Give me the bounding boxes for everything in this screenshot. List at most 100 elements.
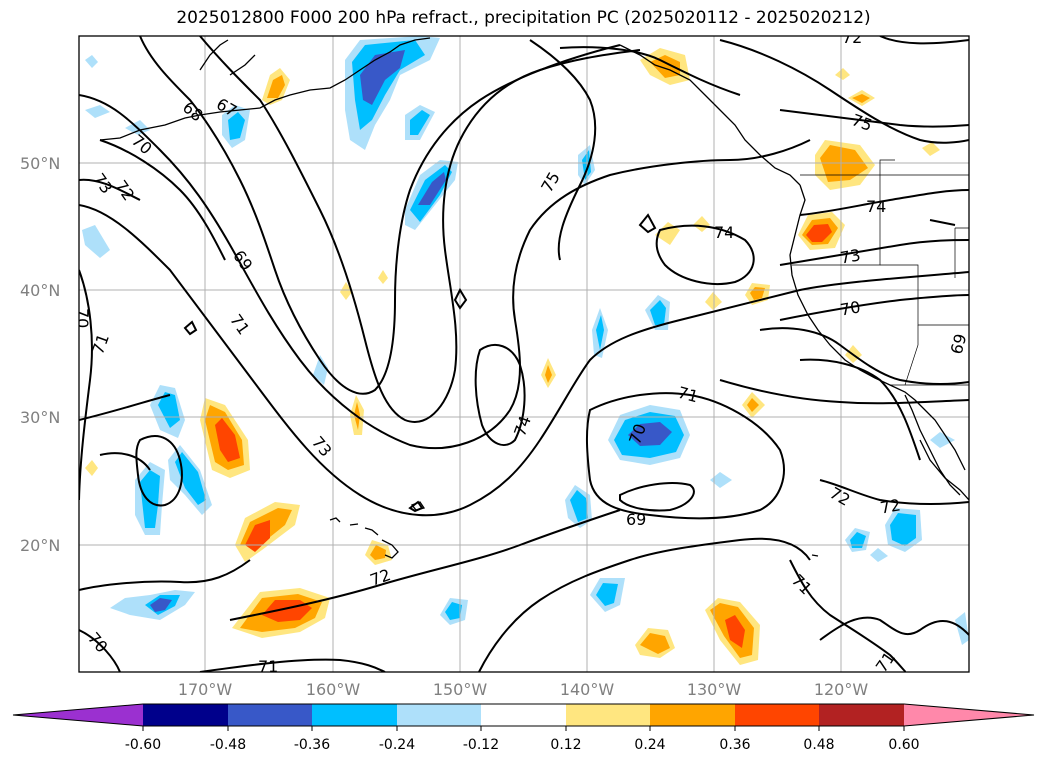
contour-line [79,204,969,517]
contour-label: 71 [676,383,701,407]
shaded-area-negative [82,225,110,258]
refractivity-contours [79,36,969,672]
contour-label: 71 [258,657,278,676]
contour-line [79,94,811,450]
coastline-alaska [99,37,431,141]
shaded-area-negative [418,172,446,205]
contour-line [79,269,93,501]
shaded-area-positive [370,545,386,560]
shaded-area-positive [806,224,832,242]
contour-line [789,559,907,672]
lat-label-40: 40°N [20,281,60,300]
contour-line [199,36,641,423]
shaded-area-positive [267,75,285,98]
shaded-area-negative [445,602,462,620]
contour-line [139,36,621,395]
lon-label-150: 150°W [433,680,488,699]
shaded-area-positive [725,615,745,648]
colorbar-tick-marks [142,726,905,731]
colorbar-segment [481,704,566,726]
shaded-area-positive [922,142,940,156]
shaded-area-negative [890,513,916,546]
colorbar-segment [735,704,819,726]
coastline-mexico [919,439,969,501]
contour-line [799,189,969,216]
shaded-area-negative [410,110,430,135]
shaded-area-positive [693,216,710,232]
colorbar-segment [650,704,735,726]
colorbar-tick-label: 0.60 [888,737,919,753]
colorbar-extend-min [13,704,143,726]
map-background [79,36,969,672]
shaded-area-positive [215,418,240,462]
colorbar-tick-label: -0.12 [463,737,499,753]
shaded-area-positive [747,398,759,412]
lon-label-140: 140°W [560,680,615,699]
contour-line [719,39,969,144]
shaded-area-negative [150,598,172,612]
contour-line [819,479,969,506]
shaded-area-negative [870,548,888,562]
contour-line [719,379,969,405]
shaded-area-negative [85,55,98,68]
shaded-area-negative [650,300,666,325]
shaded-area-negative [850,532,866,548]
colorbar-tick-label: 0.12 [550,737,581,753]
contour-label: 69 [626,510,646,529]
shaded-area-negative [710,472,732,488]
contour-line [779,294,969,321]
border-state-nv [880,264,969,326]
lat-label-30: 30°N [20,408,60,427]
colorbar-tick-label: -0.48 [210,737,246,753]
colorbar-tick-label: -0.24 [379,737,415,753]
contour-label: 73 [839,245,862,267]
contour-label: 72 [879,495,902,517]
shaded-area-negative [228,112,245,140]
lon-label-120: 120°W [814,680,869,699]
contour-line [478,537,811,672]
contour-label: 74 [866,197,886,216]
map-title: 2025012800 F000 200 hPa refract., precip… [176,8,871,28]
shaded-area-negative [628,422,672,446]
contour-line [99,139,226,261]
contour-line [585,392,785,520]
shaded-area-positive [835,68,850,80]
contour-line [183,320,198,336]
lon-label-170: 170°W [178,680,233,699]
shaded-area-negative [930,432,955,448]
contour-line [199,658,386,672]
island-small-b [811,554,819,557]
border-ident [954,227,969,278]
shaded-area-negative [175,452,206,505]
shaded-area-negative [158,392,180,428]
lat-label-50: 50°N [20,154,60,173]
contour-label: 70 [839,297,862,319]
colorbar-segment [228,704,312,726]
map-panel: 72 67 68 70 73 72 69 71 70 71 73 75 74 7… [73,35,971,676]
border-canada-province [879,159,895,175]
contour-line [655,224,755,286]
shaded-area-negative [596,583,618,606]
contour-line [759,327,969,385]
colorbar-tick-label: 0.48 [803,737,834,753]
colorbar-tick-label: -0.60 [125,737,161,753]
colorbar-tick-label: 0.36 [719,737,750,753]
contour-label: 69 [947,332,971,357]
shaded-area-positive [85,460,98,476]
lon-label-160: 160°W [306,680,361,699]
contour-line [79,629,121,672]
shaded-area-positive [378,270,388,284]
shaded-area-positive [852,94,870,103]
colorbar-segment [566,704,650,726]
contour-line [819,616,969,641]
shaded-area-positive [245,520,270,552]
contour-line [408,500,424,513]
shaded-area-negative [85,105,110,118]
contour-label: 70 [73,308,92,328]
shaded-area-positive [650,55,680,78]
lon-label-130: 130°W [687,680,742,699]
longitude-labels: 170°W 160°W 150°W 140°W 130°W 120°W [178,680,869,699]
contour-line [453,287,468,310]
contour-line [638,213,657,234]
